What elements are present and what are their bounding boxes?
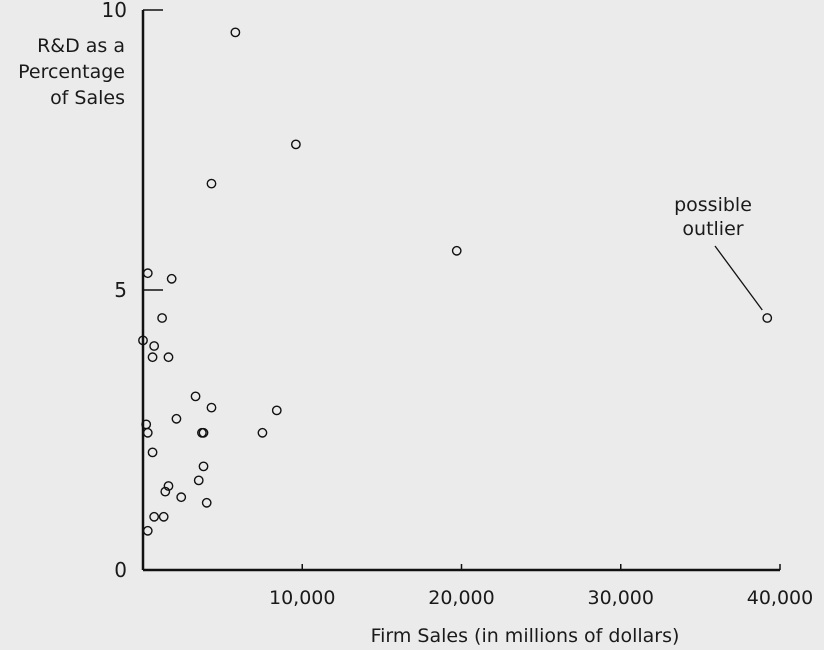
x-tick-label: 10,000: [269, 587, 335, 609]
data-point: [158, 511, 169, 522]
data-point: [206, 402, 217, 413]
y-axis-label: R&D as a Percentage of Sales: [18, 35, 125, 109]
data-point: [198, 461, 209, 472]
data-point: [142, 268, 153, 279]
data-point: [190, 391, 201, 402]
data-point: [149, 341, 160, 351]
y-axis-label-line: R&D as a: [37, 35, 125, 57]
data-point: [157, 313, 168, 323]
data-point: [198, 427, 209, 438]
annotation-text-line: outlier: [682, 218, 743, 240]
x-tick-label: 20,000: [428, 587, 494, 609]
data-point: [193, 475, 204, 486]
y-axis-label-line: of Sales: [50, 87, 125, 109]
data-point: [147, 447, 158, 458]
data-point: [163, 352, 174, 363]
data-point: [201, 497, 212, 508]
data-points: [138, 27, 773, 536]
annotation-text-line: possible: [674, 194, 752, 216]
annotation-text: possible outlier: [674, 194, 752, 240]
axis-labels: Firm Sales (in millions of dollars) R&D a…: [18, 35, 679, 647]
data-point: [176, 492, 187, 503]
y-axis-label-line: Percentage: [18, 61, 125, 83]
x-tick-label: 40,000: [747, 587, 813, 609]
data-point: [142, 525, 153, 536]
data-point: [147, 352, 158, 363]
x-axis-label: Firm Sales (in millions of dollars): [371, 625, 680, 647]
data-point: [142, 427, 153, 438]
tick-labels: 0 5 10 10,000 20,000 30,000 40,000: [102, 0, 814, 609]
data-point: [271, 405, 282, 416]
data-point: [160, 486, 171, 497]
data-point: [138, 335, 148, 346]
data-point: [451, 245, 462, 256]
axes: [141, 9, 781, 572]
data-point: [166, 273, 177, 284]
data-point: [171, 413, 182, 424]
data-point: [230, 27, 241, 38]
data-point: [163, 481, 174, 491]
y-tick-label: 5: [114, 278, 127, 302]
outlier-annotation: possible outlier: [674, 194, 763, 311]
data-point: [149, 511, 160, 522]
annotation-leader-line: [714, 245, 763, 311]
x-tick-label: 30,000: [588, 587, 654, 609]
data-point: [257, 427, 268, 438]
data-point: [762, 313, 773, 323]
data-point: [206, 178, 217, 189]
data-point: [290, 139, 301, 150]
y-tick-label: 10: [102, 0, 127, 22]
y-tick-label: 0: [114, 558, 127, 582]
